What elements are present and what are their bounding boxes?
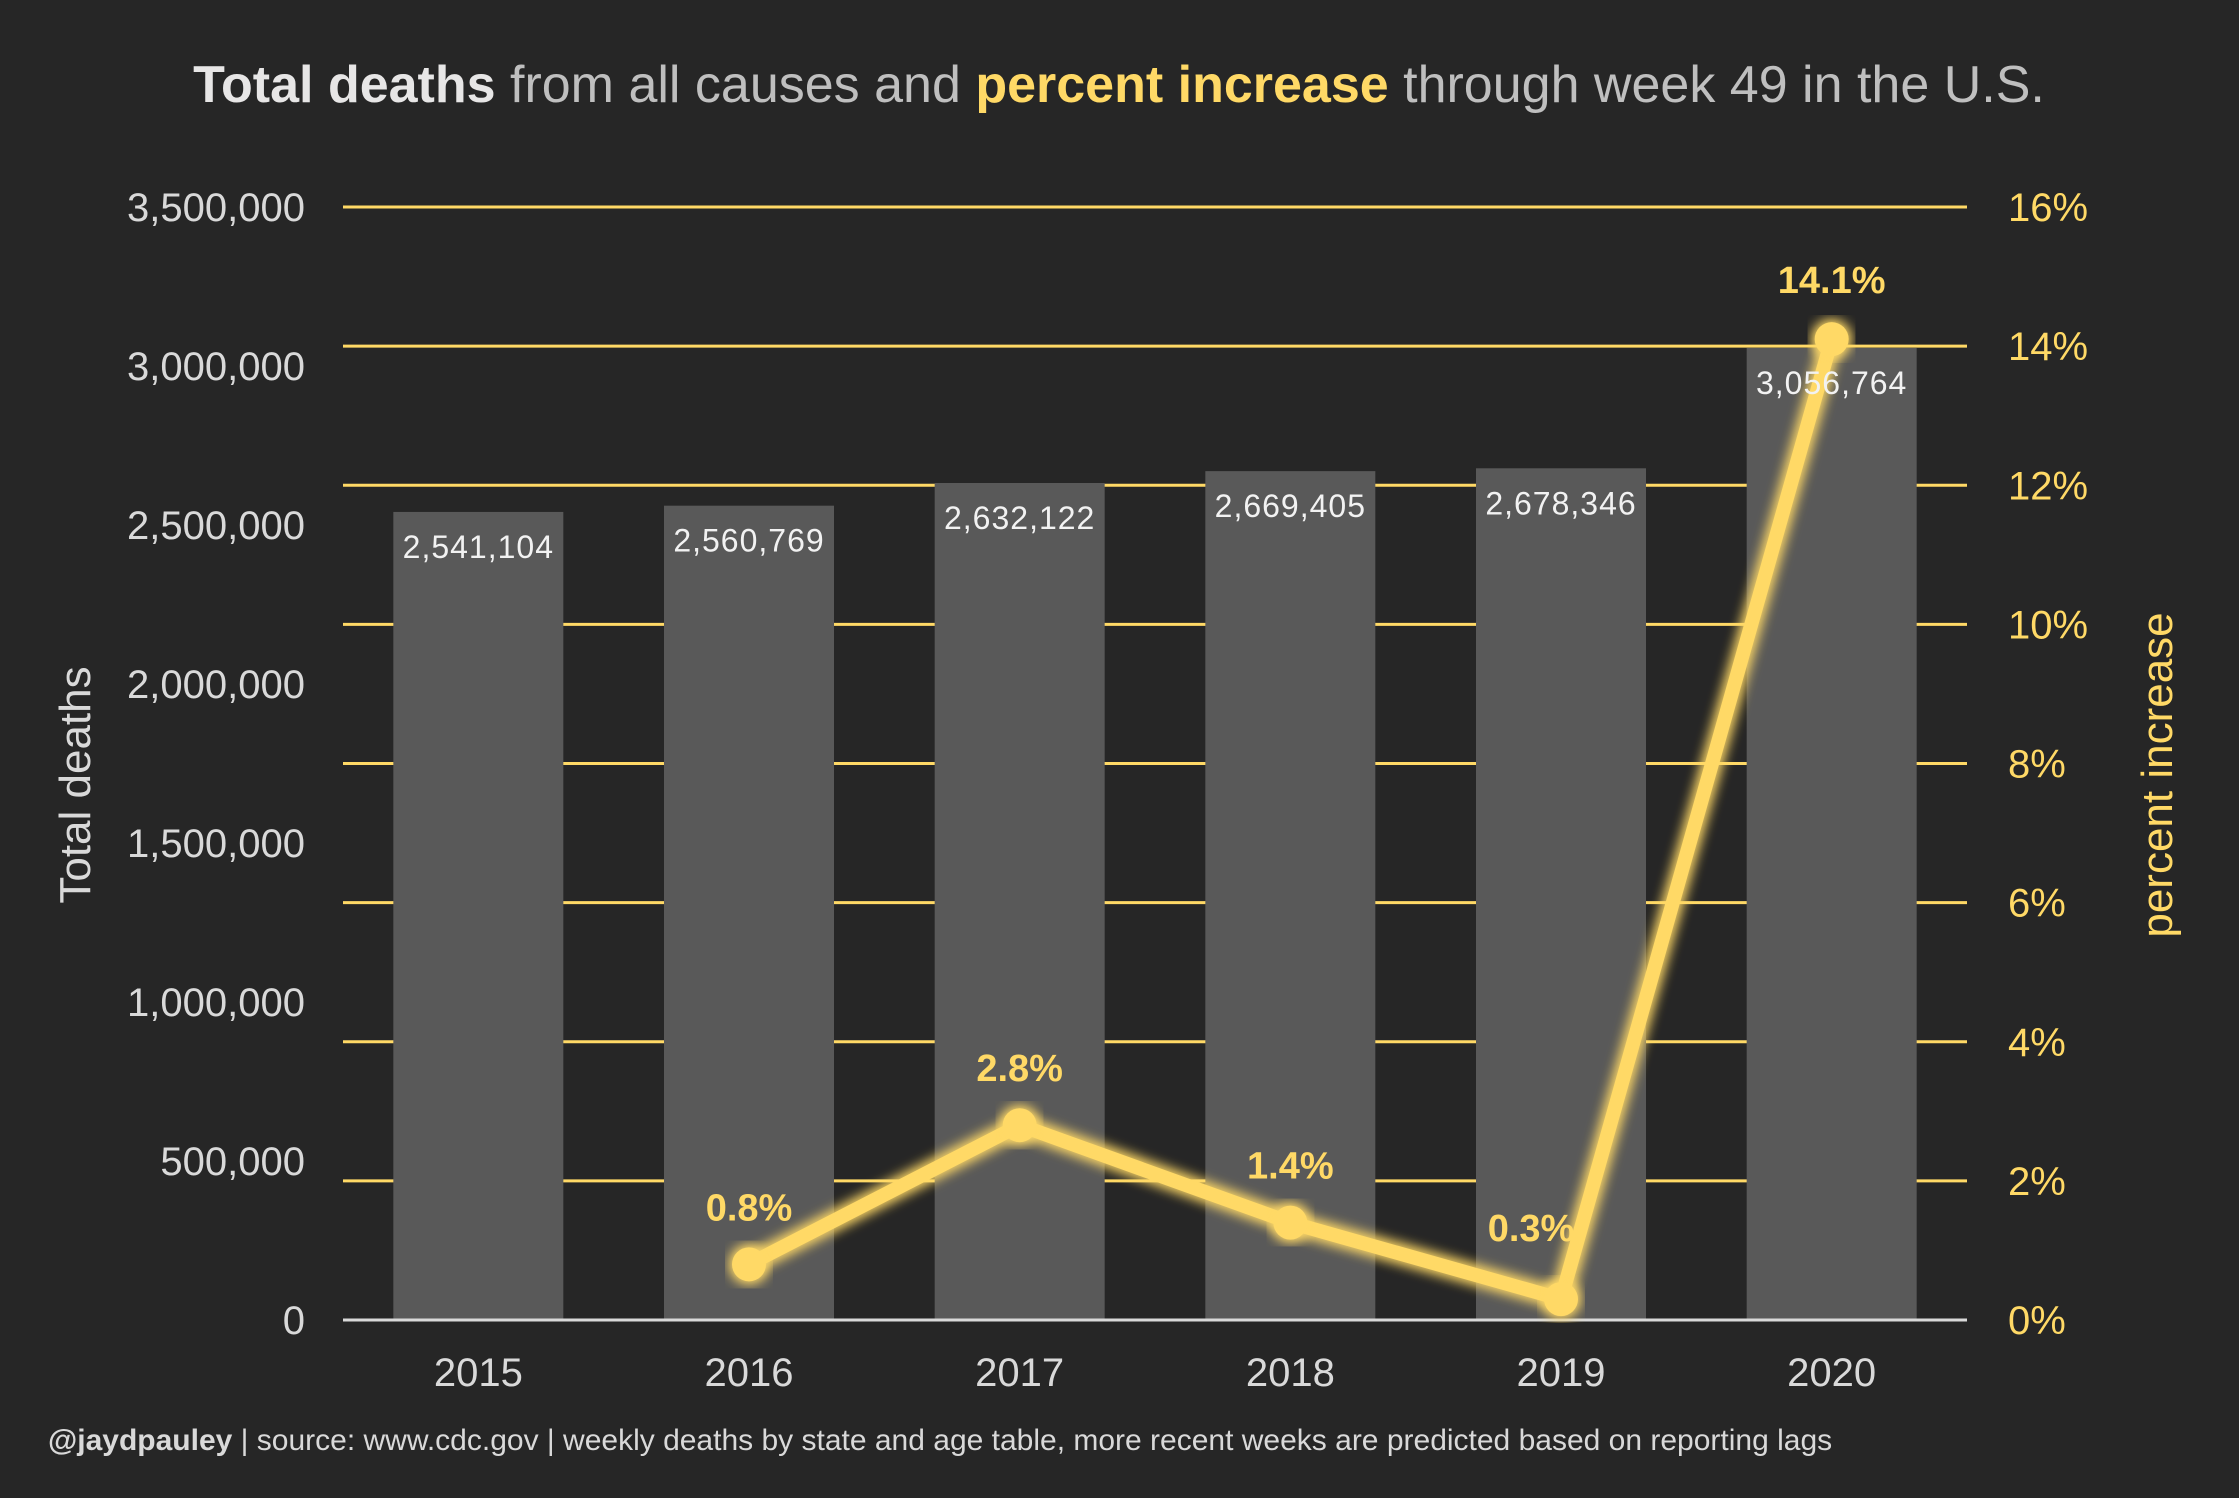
bar: [1746, 347, 1917, 1320]
line-value-label: 0.3%: [1488, 1208, 1575, 1250]
footer-handle: @jaydpauley: [48, 1424, 233, 1457]
bar: [393, 511, 564, 1320]
y-tick-label: 500,000: [160, 1140, 305, 1184]
y2-axis-title: percent increase: [2133, 612, 2182, 937]
y2-tick-label: 4%: [2008, 1021, 2066, 1065]
y2-tick-label: 6%: [2008, 882, 2066, 926]
axes: 0% 2% 4% 6% 8% 10% 12% 14% 16% 0 500,000 1,000,000 1…: [127, 186, 2088, 1395]
y-tick-label: 1,500,000: [127, 822, 305, 866]
bar-value-label: 2,541,104: [403, 529, 554, 565]
line-point: [1544, 1282, 1578, 1317]
x-tick-label: 2015: [434, 1351, 523, 1395]
title-part-from: from all causes and: [496, 56, 976, 114]
bar-value-label: 3,056,764: [1756, 365, 1907, 401]
line-point: [1002, 1108, 1037, 1143]
y-tick-label: 0: [283, 1299, 305, 1343]
title-part-total-deaths: Total deaths: [193, 56, 495, 114]
x-tick-label: 2018: [1246, 1351, 1335, 1395]
y2-tick-label: 12%: [2008, 464, 2088, 508]
line-point: [732, 1247, 766, 1282]
line-point: [1273, 1205, 1308, 1240]
y-tick-label: 2,000,000: [127, 663, 305, 707]
footer: @jaydpauley | source: www.cdc.gov | week…: [48, 1424, 1832, 1457]
footer-source: | source: www.cdc.gov | weekly deaths by…: [232, 1424, 1832, 1457]
title-part-percent-increase: percent increase: [975, 56, 1388, 114]
y2-tick-label: 14%: [2008, 325, 2088, 369]
bars: [393, 347, 1917, 1321]
y-tick-label: 3,000,000: [127, 345, 305, 389]
y2-tick-label: 2%: [2008, 1160, 2066, 1204]
bar-value-label: 2,632,122: [944, 500, 1095, 536]
y2-tick-label: 0%: [2008, 1299, 2066, 1343]
line-value-label: 1.4%: [1247, 1146, 1334, 1188]
y2-tick-label: 16%: [2008, 186, 2088, 230]
bar: [664, 505, 834, 1321]
y2-tick-label: 8%: [2008, 743, 2066, 787]
bar-value-label: 2,678,346: [1485, 485, 1636, 521]
line-point: [1814, 322, 1849, 357]
x-tick-label: 2017: [975, 1351, 1064, 1395]
y2-tick-label: 10%: [2008, 603, 2088, 647]
bar: [934, 482, 1105, 1320]
bar: [1476, 468, 1646, 1320]
y-tick-label: 2,500,000: [127, 504, 305, 548]
bar-value-label: 2,669,405: [1215, 488, 1366, 524]
bar: [1205, 471, 1376, 1320]
y-tick-label: 1,000,000: [127, 981, 305, 1025]
x-tick-label: 2016: [705, 1351, 794, 1395]
y-axis-title: Total deaths: [51, 666, 100, 903]
percent-line: [732, 322, 1849, 1317]
line-value-label: 2.8%: [976, 1048, 1063, 1090]
chart-title: Total deaths from all causes and percent…: [193, 56, 2045, 114]
gridlines: [343, 205, 1967, 1183]
line-value-label: 0.8%: [706, 1187, 793, 1229]
bar-value-label: 2,560,769: [673, 523, 824, 559]
title-part-through: through week 49 in the U.S.: [1389, 56, 2045, 114]
y-tick-label: 3,500,000: [127, 186, 305, 230]
line-value-label: 14.1%: [1778, 260, 1886, 302]
x-tick-label: 2019: [1517, 1351, 1606, 1395]
x-tick-label: 2020: [1787, 1351, 1876, 1395]
data-labels: 2,541,104 2,560,769 2,632,122 2,669,405 2,67…: [403, 260, 1907, 1250]
